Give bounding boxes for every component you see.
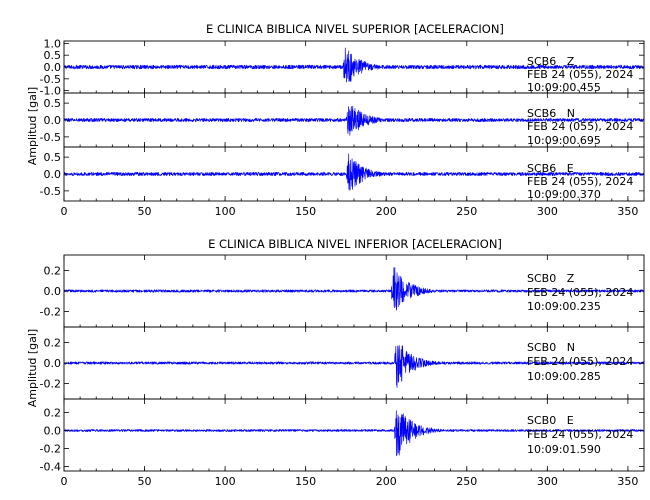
time-label: 10:09:00.695 (527, 134, 601, 147)
y-tick-label: 0.2 (44, 264, 62, 277)
trace-scb0-n (63, 345, 645, 388)
y-tick-label: 0.5 (44, 49, 62, 62)
y-tick-label: -0.5 (40, 185, 61, 198)
date-label: FEB 24 (055), 2024 (527, 68, 633, 81)
y-tick-label: -0.4 (40, 461, 61, 474)
trace-scb6-n (63, 105, 645, 136)
panel-scb6-z: -1.0-0.50.00.51.0 SCB6 Z FEB 24 (055), 2… (40, 37, 645, 98)
time-label: 10:09:00.455 (527, 81, 601, 94)
panel-scb6-n: -0.5 0.0 0.5 SCB6 N FEB 24 (055), 2024 10:… (40, 92, 645, 148)
panel-scb6-e: -0.5 0.0 0.5 SCB6 E FEB 24 (055), 2024 10:… (40, 146, 645, 202)
x-tick-label: 300 (537, 475, 558, 488)
panel-scb0-n: -0.2 0.0 0.2 SCB0 N FEB 24 (055), 2024 10:… (40, 326, 645, 400)
trace-scb6-z (63, 47, 645, 83)
y-tick-label: 0.5 (44, 151, 62, 164)
y-ticks: -0.2 0.0 0.2 (40, 255, 645, 327)
date-label: FEB 24 (055), 2024 (527, 120, 633, 133)
x-tick-label: 250 (456, 205, 477, 218)
x-tick-label: 250 (456, 475, 477, 488)
trace-scb6-e (63, 153, 645, 191)
panel-scb0-e: -0.4 -0.2 0.0 0.2 SCB0 E FEB 24 (055), 2024… (40, 398, 645, 474)
date-label: FEB 24 (055), 2024 (527, 355, 633, 368)
y-tick-label: 0.0 (44, 114, 62, 127)
x-tick-label: 0 (61, 205, 68, 218)
y-ticks: -0.4 -0.2 0.0 0.2 (40, 399, 645, 474)
y-ticks: -0.5 0.0 0.5 (40, 147, 645, 201)
y-tick-label: 0.0 (44, 168, 62, 181)
channel-label: SCB6 Z (527, 55, 575, 68)
y-tick-label: -0.5 (40, 131, 61, 144)
waveform-line (63, 153, 645, 191)
x-tick-label: 200 (376, 205, 397, 218)
trace-scb0-e (63, 410, 645, 457)
y-tick-label: 0.0 (44, 425, 62, 438)
x-tick-label: 0 (61, 475, 68, 488)
waveform-line (63, 267, 645, 311)
x-tick-label: 200 (376, 475, 397, 488)
y-tick-label: 1.0 (44, 37, 62, 50)
y-tick-label: -1.0 (40, 85, 61, 98)
channel-label: SCB0 N (527, 341, 575, 354)
time-label: 10:09:00.370 (527, 188, 601, 201)
chart-superior: E CLINICA BIBLICA NIVEL SUPERIOR [ACELER… (26, 22, 645, 218)
waveform-line (63, 47, 645, 83)
x-tick-label: 300 (537, 205, 558, 218)
waveform-line (63, 105, 645, 136)
y-tick-label: 0.2 (44, 336, 62, 349)
x-tick-label: 50 (138, 475, 152, 488)
y-ticks: -0.2 0.0 0.2 (40, 327, 645, 399)
y-axis-label-superior: Amplitud [gal] (26, 87, 39, 165)
y-tick-label: -0.2 (40, 443, 61, 456)
channel-label: SCB6 E (527, 162, 574, 175)
x-tick-label: 50 (138, 205, 152, 218)
trace-scb0-z (63, 267, 645, 311)
x-axis-inferior: 0 50 100 150 200 250 300 350 (61, 475, 639, 488)
y-tick-label: 0.2 (44, 407, 62, 420)
date-label: FEB 24 (055), 2024 (527, 175, 633, 188)
date-label: FEB 24 (055), 2024 (527, 428, 633, 441)
chart-title-inferior: E CLINICA BIBLICA NIVEL INFERIOR [ACELER… (208, 237, 502, 251)
y-tick-label: -0.2 (40, 306, 61, 319)
x-tick-label: 100 (215, 475, 236, 488)
y-tick-label: 0.0 (44, 61, 62, 74)
y-tick-label: -0.2 (40, 378, 61, 391)
time-label: 10:09:01.590 (527, 443, 601, 456)
time-label: 10:09:00.235 (527, 300, 601, 313)
channel-label: SCB0 E (527, 414, 574, 427)
waveform-line (63, 410, 645, 457)
chart-inferior: E CLINICA BIBLICA NIVEL INFERIOR [ACELER… (26, 237, 645, 488)
y-axis-label-inferior: Amplitud [gal] (26, 329, 39, 407)
x-tick-label: 100 (215, 205, 236, 218)
y-ticks: -1.0-0.50.00.51.0 (40, 37, 645, 98)
time-label: 10:09:00.285 (527, 370, 601, 383)
x-axis-superior: 0 50 100 150 200 250 300 350 (61, 205, 639, 218)
y-tick-label: -0.5 (40, 73, 61, 86)
x-tick-label: 350 (617, 205, 638, 218)
channel-label: SCB0 Z (527, 272, 575, 285)
y-tick-label: 0.0 (44, 357, 62, 370)
x-tick-label: 150 (295, 475, 316, 488)
x-tick-label: 350 (617, 475, 638, 488)
y-tick-label: 0.5 (44, 97, 62, 110)
waveform-line (63, 345, 645, 388)
panel-scb0-z: -0.2 0.0 0.2 SCB0 Z FEB 24 (055), 2024 10:… (40, 254, 645, 328)
x-tick-label: 150 (295, 205, 316, 218)
y-tick-label: 0.0 (44, 285, 62, 298)
chart-title-superior: E CLINICA BIBLICA NIVEL SUPERIOR [ACELER… (206, 22, 504, 36)
channel-label: SCB6 N (527, 107, 575, 120)
date-label: FEB 24 (055), 2024 (527, 286, 633, 299)
